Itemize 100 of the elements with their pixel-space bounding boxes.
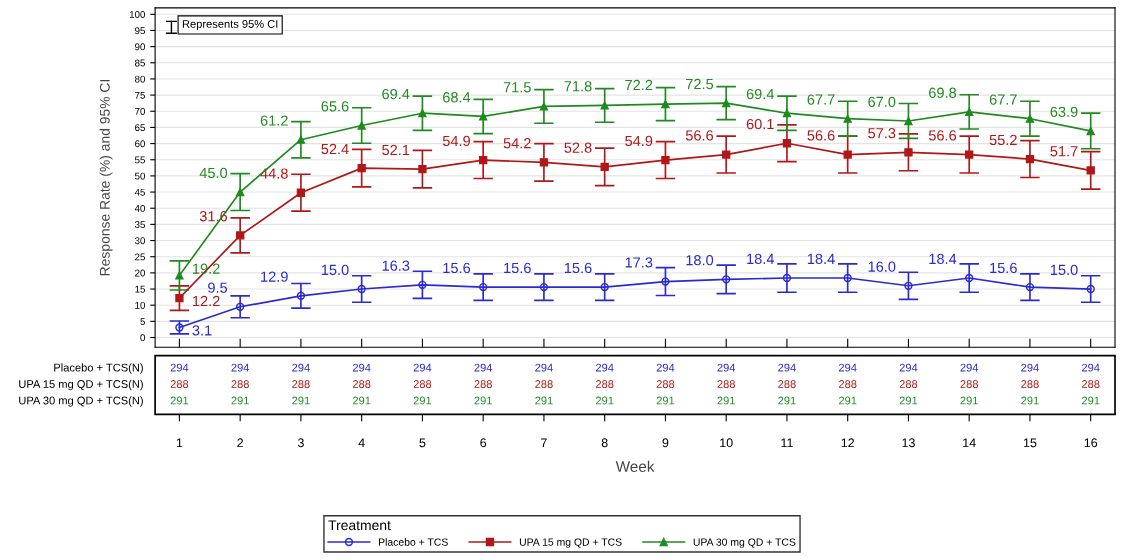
y-tick-label: 75 xyxy=(135,91,145,99)
text: 294 xyxy=(717,363,736,372)
text: 294 xyxy=(960,363,979,372)
data-label: 52.1 xyxy=(382,144,410,156)
text: 288 xyxy=(778,380,796,388)
data-label: 56.6 xyxy=(685,130,714,141)
point xyxy=(600,282,609,292)
text: 291 xyxy=(778,396,796,405)
data-label: 15.6 xyxy=(504,262,531,274)
data-label: 9.5 xyxy=(208,282,228,293)
data-label: 51.7 xyxy=(1050,146,1078,157)
text: 288 xyxy=(1021,380,1039,388)
y-axis-title: Response Rate (%) and 95% CI xyxy=(99,79,113,276)
text: UPA 15 mg QD + TCS(N) xyxy=(19,379,143,391)
text: 291 xyxy=(899,396,918,405)
point xyxy=(235,231,245,240)
text: 291 xyxy=(170,396,189,405)
point xyxy=(965,107,974,117)
text: 294 xyxy=(535,363,553,372)
data-label: 69.4 xyxy=(746,88,775,100)
text: Placebo + TCS(N) xyxy=(54,363,143,374)
text: 288 xyxy=(170,380,189,388)
y-tick-label: 40 xyxy=(134,204,146,212)
x-tick-label: 4 xyxy=(358,438,365,448)
text: 288 xyxy=(535,380,553,388)
text: 294 xyxy=(352,363,371,372)
point xyxy=(357,284,366,294)
data-label: 16.3 xyxy=(382,260,410,271)
text: 291 xyxy=(595,396,614,405)
point xyxy=(296,188,306,197)
y-tick-label: 70 xyxy=(135,108,146,115)
point xyxy=(1086,284,1095,294)
text: 288 xyxy=(292,380,310,388)
text: 294 xyxy=(413,363,432,372)
text: 291 xyxy=(1082,396,1100,405)
data-label: 56.6 xyxy=(807,130,835,141)
data-label: 12.9 xyxy=(261,271,288,282)
data-label: 15.0 xyxy=(1050,264,1078,276)
point xyxy=(1025,282,1035,292)
x-tick-label: 8 xyxy=(601,438,608,448)
x-tick-label: 2 xyxy=(237,438,244,448)
data-label: 15.6 xyxy=(990,262,1017,274)
point xyxy=(479,155,488,165)
x-tick-label: 14 xyxy=(963,438,976,448)
legend-label: UPA 30 mg QD + TCS xyxy=(693,538,796,548)
y-tick-label: 85 xyxy=(135,59,145,67)
text: 291 xyxy=(656,396,675,405)
y-tick-label: 10 xyxy=(135,301,146,309)
point xyxy=(782,139,792,148)
text: 288 xyxy=(352,380,371,388)
point xyxy=(175,293,184,303)
data-label: 16.0 xyxy=(868,261,896,272)
x-tick-label: 13 xyxy=(902,438,915,448)
text: 294 xyxy=(231,363,250,372)
point xyxy=(722,99,731,108)
x-tick-label: 1 xyxy=(176,438,183,448)
point xyxy=(418,164,427,174)
point xyxy=(418,280,427,289)
y-tick-label: 90 xyxy=(135,43,146,51)
point xyxy=(175,271,184,280)
text: 291 xyxy=(838,396,857,405)
data-label: 67.7 xyxy=(989,94,1017,105)
point xyxy=(965,273,974,283)
data-label: 15.0 xyxy=(321,264,349,276)
x-tick-label: 11 xyxy=(781,438,793,448)
data-label: 72.2 xyxy=(625,79,653,91)
x-tick-label: 9 xyxy=(662,438,669,448)
x-tick-label: 10 xyxy=(720,438,733,448)
data-label: 68.4 xyxy=(443,92,471,103)
point xyxy=(479,282,488,292)
point xyxy=(235,187,245,197)
point xyxy=(782,273,792,283)
x-tick-label: 12 xyxy=(841,438,855,448)
text: 288 xyxy=(231,380,249,388)
text: 291 xyxy=(535,396,553,405)
point xyxy=(1025,154,1035,164)
point xyxy=(661,277,670,286)
data-label: 72.5 xyxy=(686,78,714,90)
y-tick-label: 50 xyxy=(134,172,146,180)
text: 291 xyxy=(1021,396,1039,405)
text: 288 xyxy=(413,380,432,388)
y-tick-label: 55 xyxy=(134,156,145,164)
text: 291 xyxy=(960,396,978,405)
data-label: 61.2 xyxy=(260,115,288,126)
text: 291 xyxy=(352,396,371,405)
text: 288 xyxy=(1082,380,1100,388)
point xyxy=(965,150,974,159)
text: 291 xyxy=(292,396,310,405)
text: 288 xyxy=(595,380,614,388)
y-tick-label: 95 xyxy=(135,27,145,35)
x-tick-label: 6 xyxy=(480,438,487,448)
data-label: 3.1 xyxy=(192,325,212,336)
text: 288 xyxy=(717,380,735,388)
point xyxy=(904,116,913,126)
y-tick-label: 35 xyxy=(134,221,145,228)
x-tick-label: 5 xyxy=(419,438,426,448)
point xyxy=(539,102,549,111)
point xyxy=(722,150,731,159)
point xyxy=(904,148,913,157)
text: 288 xyxy=(656,380,675,388)
